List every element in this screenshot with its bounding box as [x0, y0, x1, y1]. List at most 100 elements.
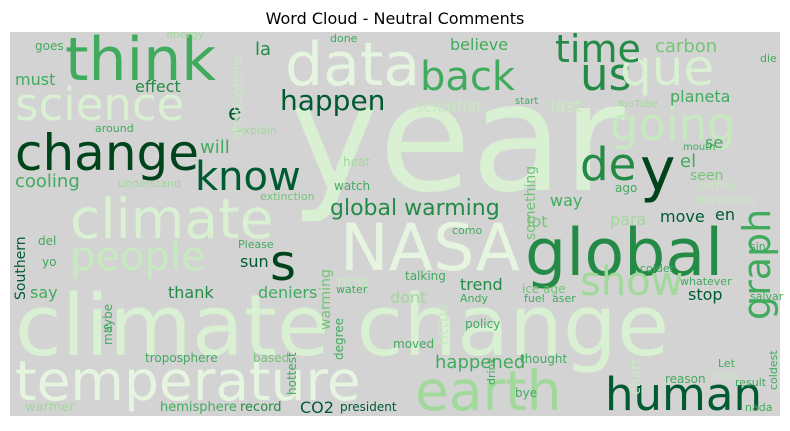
word: s: [270, 234, 296, 292]
word: president: [340, 400, 397, 414]
word: explain: [237, 124, 277, 137]
word: data: [285, 30, 420, 100]
word: de: [580, 138, 636, 191]
word: salvar: [750, 290, 784, 303]
word: del: [38, 234, 56, 248]
word: yo: [42, 255, 56, 269]
word: se: [705, 133, 723, 152]
word: Please: [238, 238, 274, 251]
word: hottest: [285, 352, 299, 395]
word: based: [253, 351, 289, 365]
word: ice age: [522, 282, 565, 296]
word: la: [255, 39, 271, 60]
word: dont: [390, 288, 426, 307]
word: y: [640, 135, 676, 205]
word: drink: [485, 356, 498, 385]
word: understand: [118, 177, 181, 190]
word: something: [523, 166, 539, 240]
word: trend: [460, 275, 503, 294]
word: show: [580, 259, 683, 305]
word: hemisphere: [160, 400, 237, 415]
word: done: [330, 32, 358, 45]
word: think: [65, 25, 216, 95]
word: sun: [240, 252, 269, 271]
word: bye: [515, 386, 537, 400]
word: global warming: [330, 196, 500, 221]
word: happening: [697, 193, 755, 206]
word: NASA: [340, 211, 520, 286]
word: water: [336, 283, 368, 296]
word: degree: [332, 318, 346, 360]
word: si: [103, 321, 113, 335]
word: happen: [280, 84, 385, 117]
word: Southern: [13, 236, 29, 300]
word: Let: [718, 357, 736, 370]
word: cooling: [15, 171, 80, 192]
word: warmer: [25, 400, 75, 415]
word: troposphere: [145, 351, 218, 365]
word: time: [555, 27, 641, 71]
word: around: [95, 122, 134, 135]
word: CO2: [300, 398, 334, 417]
word: science: [15, 78, 184, 131]
word: Andy: [460, 292, 488, 305]
word: Trump: [709, 371, 738, 381]
cloud-background: [10, 32, 780, 416]
word: climate: [70, 187, 273, 251]
word: seen: [690, 168, 723, 184]
word: happened: [435, 352, 525, 373]
word: mouth: [683, 142, 715, 153]
word: para: [610, 210, 646, 229]
word: https: [433, 304, 452, 345]
word: talking: [405, 269, 446, 283]
word: human: [605, 368, 762, 421]
word: ago: [615, 181, 637, 195]
word: e: [228, 101, 242, 126]
word: going: [610, 98, 736, 151]
word: now: [337, 272, 370, 291]
word: year: [290, 52, 625, 226]
word: como: [452, 224, 482, 237]
word: believe: [450, 35, 508, 54]
word: earth: [415, 359, 562, 423]
word: warming: [318, 269, 334, 330]
word: record: [240, 400, 282, 415]
word: move: [660, 207, 705, 226]
word: colder: [640, 262, 675, 275]
word: que: [620, 39, 714, 97]
word: deniers: [258, 283, 317, 302]
word: policy: [465, 317, 500, 331]
word: whatever: [680, 275, 732, 288]
word: el: [680, 151, 696, 172]
word: nada: [745, 401, 772, 414]
word: die: [760, 52, 777, 65]
word: heat: [343, 155, 370, 169]
word: way: [550, 191, 582, 210]
word: goes: [35, 39, 64, 53]
word: change: [15, 124, 199, 182]
word: moved: [393, 337, 434, 351]
word: will: [200, 137, 230, 158]
word: thought: [520, 352, 567, 366]
word: extinction: [260, 190, 315, 203]
word: people: [70, 234, 206, 280]
word: graph: [735, 209, 779, 320]
word: coldest: [767, 350, 780, 390]
word: carbon: [655, 36, 717, 57]
word: lot: [527, 212, 548, 231]
chart-title: Word Cloud - Neutral Comments: [266, 9, 525, 28]
word: scientist: [415, 97, 482, 116]
word: chart: [628, 358, 644, 395]
word: result: [735, 376, 767, 389]
word: say: [30, 283, 58, 302]
word: back: [420, 54, 516, 100]
word: energy: [166, 28, 205, 41]
word: en: [715, 205, 735, 224]
word: YouTube: [616, 99, 658, 110]
word: global: [525, 216, 723, 291]
word: watch: [334, 179, 370, 193]
word: effect: [135, 77, 181, 96]
word: maybe: [101, 304, 115, 345]
